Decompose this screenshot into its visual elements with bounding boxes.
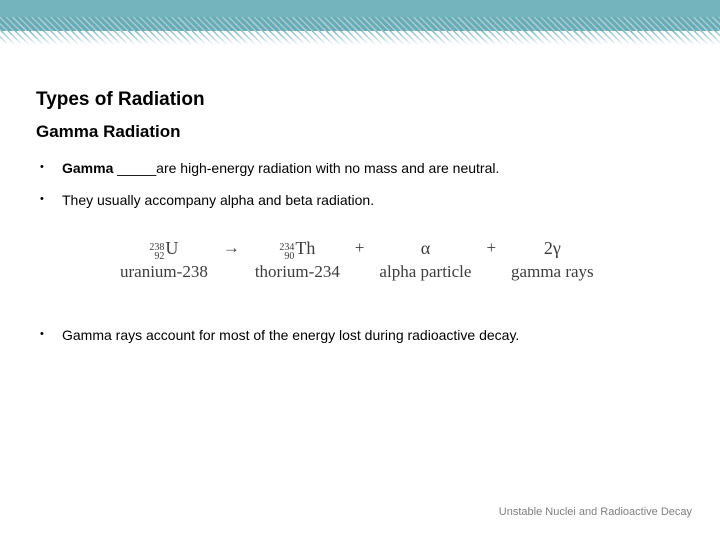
plus-icon: +: [486, 238, 497, 257]
bullet-text-1: Gamma _____are high-energy radiation wit…: [62, 157, 639, 179]
bullet-bold-text: Gamma: [62, 160, 114, 176]
bullet-item-1: • Gamma _____are high-energy radiation w…: [36, 157, 639, 179]
bullet-text-3: Gamma rays account for most of the energ…: [62, 324, 639, 346]
nuclide-thorium: 234 90 Th: [279, 238, 316, 262]
bullet-rest-text: Gamma rays account for most of the energ…: [62, 327, 520, 343]
gamma-symbol: 2γ: [543, 238, 561, 258]
footer-text: Unstable Nuclei and Radioactive Decay: [498, 506, 692, 518]
decay-equation: 238 92 U → 234 90 Th + α + 2γ uranium-23…: [120, 238, 594, 282]
atomic-number: 90: [284, 251, 295, 262]
alpha-symbol: α: [420, 238, 431, 258]
equation-term-label: gamma rays: [511, 262, 594, 281]
bullet-icon: •: [40, 328, 44, 340]
arrow-icon: →: [222, 238, 240, 257]
nuclide-prescripts: 238 92: [149, 242, 165, 262]
equation-term-label: uranium-238: [120, 262, 208, 281]
mass-number: 234: [279, 242, 295, 253]
bullet-item-2: • They usually accompany alpha and beta …: [36, 189, 639, 211]
bullet-item-3: • Gamma rays account for most of the ene…: [36, 324, 639, 346]
bullet-rest-text: They usually accompany alpha and beta ra…: [62, 192, 375, 208]
nuclide-uranium: 238 92 U: [149, 238, 179, 262]
banner-solid-band: [0, 0, 720, 17]
banner-white-stripes: [0, 31, 720, 45]
atomic-number: 92: [154, 251, 165, 262]
element-symbol: Th: [295, 238, 316, 258]
element-symbol: U: [165, 238, 179, 258]
equation-term-label: thorium-234: [254, 262, 340, 281]
mass-number: 238: [149, 242, 165, 253]
bullet-icon: •: [40, 161, 44, 173]
plus-icon: +: [354, 238, 365, 257]
top-banner: [0, 0, 720, 45]
nuclide-prescripts: 234 90: [279, 242, 295, 262]
bullet-icon: •: [40, 193, 44, 205]
bullet-rest-text: _____are high-energy radiation with no m…: [113, 160, 500, 176]
slide-subtitle: Gamma Radiation: [36, 122, 181, 141]
equation-term-label: alpha particle: [379, 262, 472, 281]
bullet-text-2: They usually accompany alpha and beta ra…: [62, 189, 639, 211]
banner-teal-stripes: [0, 17, 720, 31]
slide-title: Types of Radiation: [36, 89, 205, 110]
